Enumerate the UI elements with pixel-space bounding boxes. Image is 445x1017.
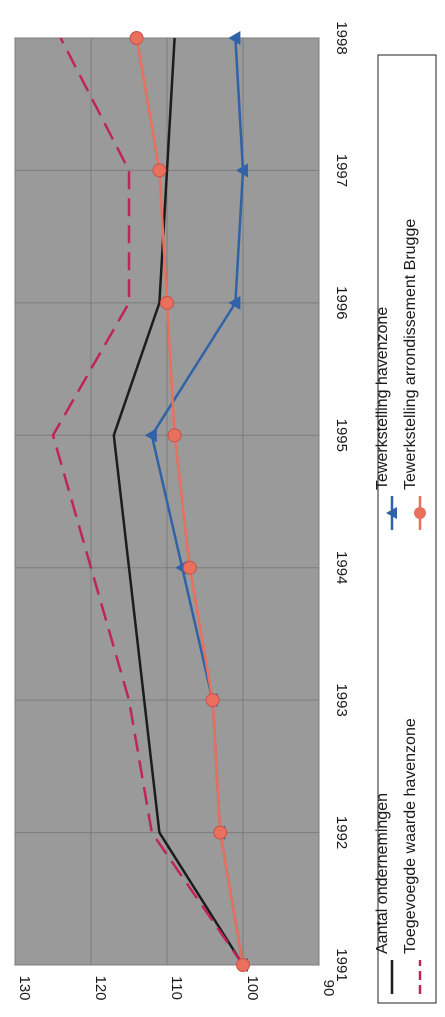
legend-entry-aantal-ondernemingen: Aantal ondernemingen xyxy=(374,793,394,994)
line-tewerkstelling-arrondissement-brugge xyxy=(135,37,245,966)
point-tewerkstelling-arrondissement-brugge-1998 xyxy=(129,31,144,45)
point-tewerkstelling-arrondissement-brugge-1996 xyxy=(160,295,174,310)
value-tick-label: 120 xyxy=(92,975,109,1000)
point-tewerkstelling-arrondissement-brugge-1995 xyxy=(167,428,182,443)
value-tick-label: 130 xyxy=(16,975,33,1000)
point-tewerkstelling-arrondissement-brugge-1994 xyxy=(182,560,197,575)
series-tewerkstelling-arrondissement-brugge xyxy=(129,31,250,972)
legend-box xyxy=(377,54,437,1004)
value-tick-label: 90 xyxy=(320,980,337,997)
point-tewerkstelling-arrondissement-brugge-1992 xyxy=(213,825,228,840)
year-tick-label: 1992 xyxy=(333,816,350,849)
year-tick-label: 1997 xyxy=(333,154,350,187)
value-tick-label: 110 xyxy=(168,976,185,1000)
point-tewerkstelling-arrondissement-brugge-1993 xyxy=(205,693,220,708)
year-ticks: 1991 1992 1993 1994 1995 1996 1997 1998 xyxy=(333,21,350,981)
value-ticks: 90 100 110 120 130 xyxy=(16,975,337,1000)
point-tewerkstelling-arrondissement-brugge-1991 xyxy=(236,958,250,972)
line-aantal-ondernemingen xyxy=(112,37,245,966)
legend-entry-tewerkstelling-arrondissement-brugge: Tewerkstelling arrondissement Brugge xyxy=(402,219,426,530)
legend-entry-tewerkstelling-havenzone: Tewerkstelling havenzone xyxy=(374,307,397,530)
year-tick-label: 1993 xyxy=(333,683,350,716)
point-tewerkstelling-havenzone-1996 xyxy=(228,295,241,310)
year-tick-label: 1998 xyxy=(333,21,350,54)
line-toegevoegde-waarde-havenzone xyxy=(51,37,245,966)
year-tick-label: 1995 xyxy=(333,419,350,452)
point-tewerkstelling-havenzone-1997 xyxy=(236,163,248,178)
legend: Aantal ondernemingen Toegevoegde waarde h… xyxy=(374,54,437,1004)
legend-label-toegevoegde-waarde-havenzone: Toegevoegde waarde havenzone xyxy=(402,718,419,954)
point-tewerkstelling-arrondissement-brugge-1997 xyxy=(152,163,167,178)
legend-entry-toegevoegde-waarde-havenzone: Toegevoegde waarde havenzone xyxy=(402,718,422,994)
year-tick-label: 1994 xyxy=(333,551,350,584)
legend-marker-tewerkstelling-havenzone xyxy=(386,507,397,519)
series-toegevoegde-waarde-havenzone xyxy=(51,37,245,966)
legend-label-tewerkstelling-arrondissement-brugge: Tewerkstelling arrondissement Brugge xyxy=(402,219,419,490)
point-tewerkstelling-havenzone-1998 xyxy=(228,31,241,45)
legend-marker-tewerkstelling-arrondissement-brugge xyxy=(414,507,426,519)
grid-lines xyxy=(14,37,320,966)
legend-label-tewerkstelling-havenzone: Tewerkstelling havenzone xyxy=(374,307,391,490)
series-layer xyxy=(51,31,250,972)
legend-label-aantal-ondernemingen: Aantal ondernemingen xyxy=(374,793,391,954)
series-aantal-ondernemingen xyxy=(112,37,245,966)
value-tick-label: 100 xyxy=(244,975,261,1000)
point-tewerkstelling-havenzone-1995 xyxy=(144,428,157,443)
year-tick-label: 1996 xyxy=(333,286,350,319)
year-tick-label: 1991 xyxy=(333,948,350,981)
